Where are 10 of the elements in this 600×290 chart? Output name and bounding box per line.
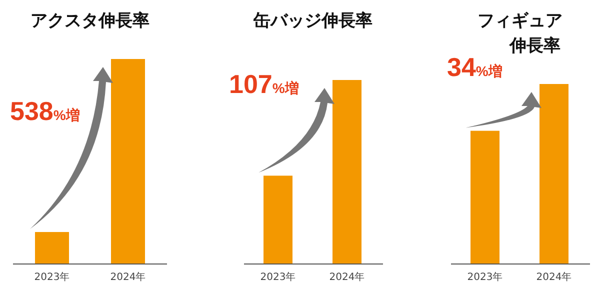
x-tick-label: 2023年 [467,271,503,283]
x-tick-label: 2023年 [260,271,296,283]
chart-title: 缶バッジ伸長率 [252,11,372,31]
x-tick-label: 2023年 [34,271,70,283]
annotation: 538%増 [10,96,80,126]
annotation: 107%増 [229,69,299,99]
x-tick-label: 2024年 [536,271,572,283]
x-tick-label: 2024年 [329,271,365,283]
x-tick-label: 2024年 [110,271,146,283]
chart-title: アクスタ伸長率 [30,11,150,31]
